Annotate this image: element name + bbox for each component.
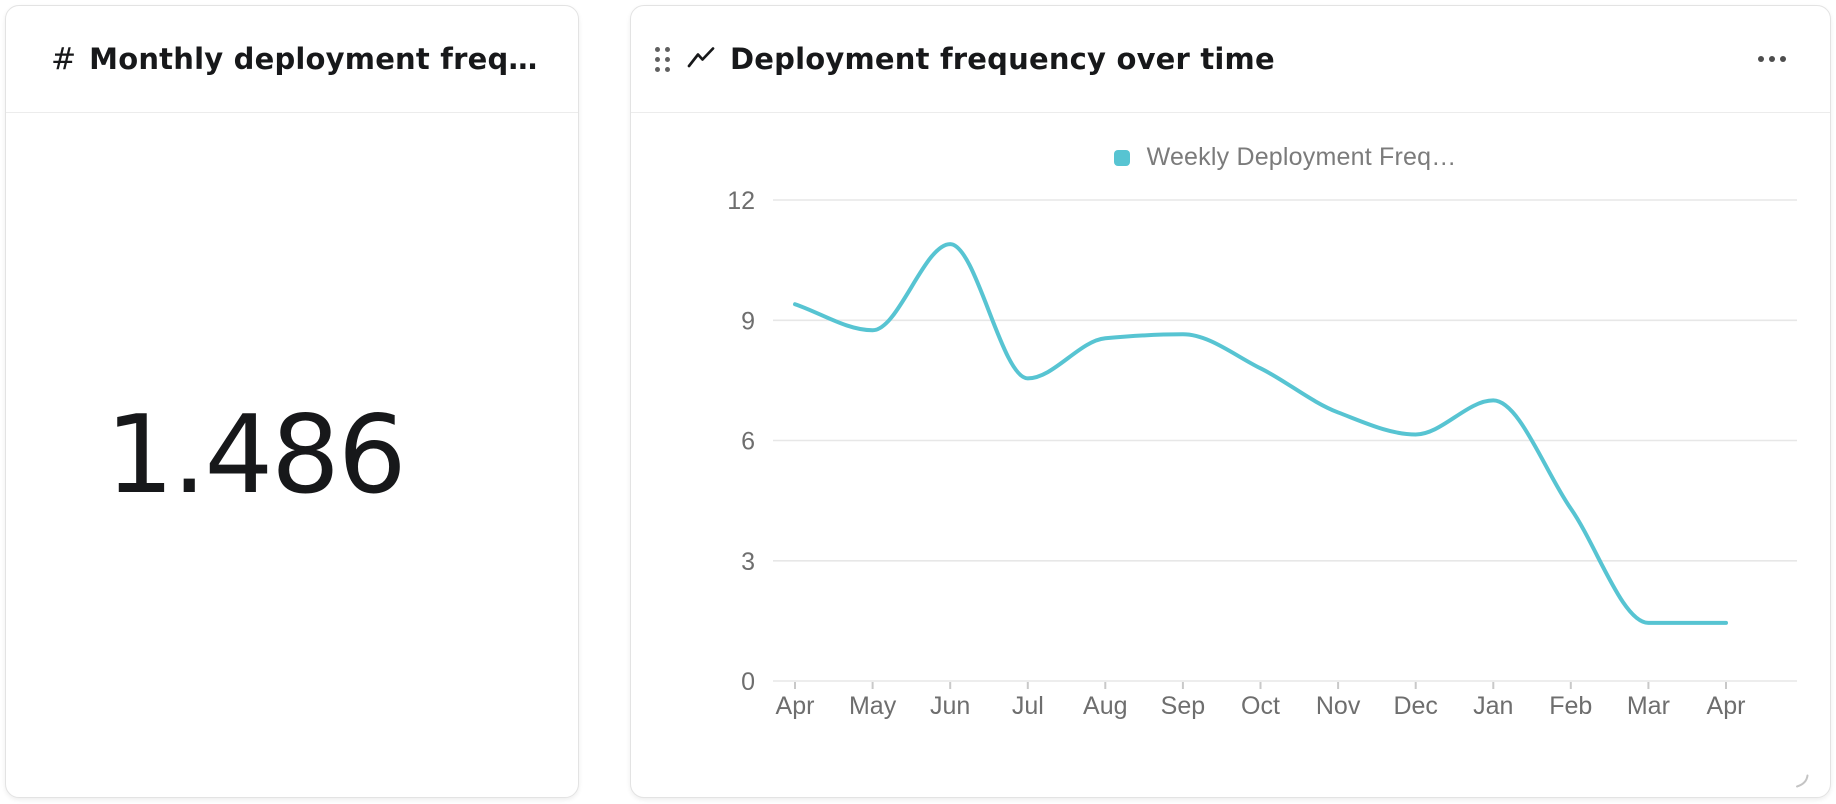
x-axis-label: Feb xyxy=(1549,692,1592,720)
y-axis-label: 3 xyxy=(741,548,755,576)
more-options-button[interactable] xyxy=(1754,48,1790,70)
metric-value: 1.486 xyxy=(105,392,406,518)
drag-handle-icon[interactable] xyxy=(653,43,672,76)
x-axis-label: Jun xyxy=(930,692,970,720)
legend-label: Weekly Deployment Freq… xyxy=(1146,143,1457,171)
line-chart-plot: 0 3 6 9 12 Apr May Jun Jul Aug Sep Oct Nov Dec Jan Feb M… xyxy=(727,187,1797,720)
chart-area: Weekly Deployment Freq… 0 3 6 9 12 Apr May Jun J… xyxy=(631,113,1830,797)
y-axis-label: 6 xyxy=(741,428,755,456)
resize-grip-icon[interactable] xyxy=(1794,773,1810,789)
metric-widget-body: 1.486 xyxy=(6,113,578,797)
deployment-frequency-line xyxy=(793,242,1728,625)
line-chart-icon xyxy=(687,47,715,68)
y-axis-label: 9 xyxy=(741,307,755,335)
chart-widget-header: Deployment frequency over time xyxy=(631,6,1830,113)
x-axis-label: Aug xyxy=(1083,692,1127,720)
y-axis-label: 0 xyxy=(741,668,755,696)
x-axis-label: Sep xyxy=(1161,692,1205,720)
x-axis-label: Jan xyxy=(1473,692,1513,720)
x-axis-label: Apr xyxy=(1707,692,1746,720)
x-axis-label: Jul xyxy=(1012,692,1044,720)
x-axis-label: Oct xyxy=(1241,692,1280,720)
metric-widget-header: # Monthly deployment frequen… xyxy=(6,6,578,113)
y-axis-label: 12 xyxy=(727,187,755,215)
chart-widget-card: Deployment frequency over time Weekly De… xyxy=(630,5,1831,798)
metric-widget-card: # Monthly deployment frequen… 1.486 xyxy=(5,5,579,798)
number-metric-icon: # xyxy=(51,41,77,77)
chart-legend[interactable]: Weekly Deployment Freq… xyxy=(773,143,1797,172)
legend-swatch-icon xyxy=(1113,149,1130,166)
x-axis-label: Nov xyxy=(1316,692,1361,720)
x-axis-label: Dec xyxy=(1393,692,1437,720)
x-axis-label: May xyxy=(849,692,897,720)
x-axis-label: Apr xyxy=(776,692,815,720)
metric-widget-title: Monthly deployment frequen… xyxy=(89,42,548,76)
x-axis-label: Mar xyxy=(1627,692,1670,720)
